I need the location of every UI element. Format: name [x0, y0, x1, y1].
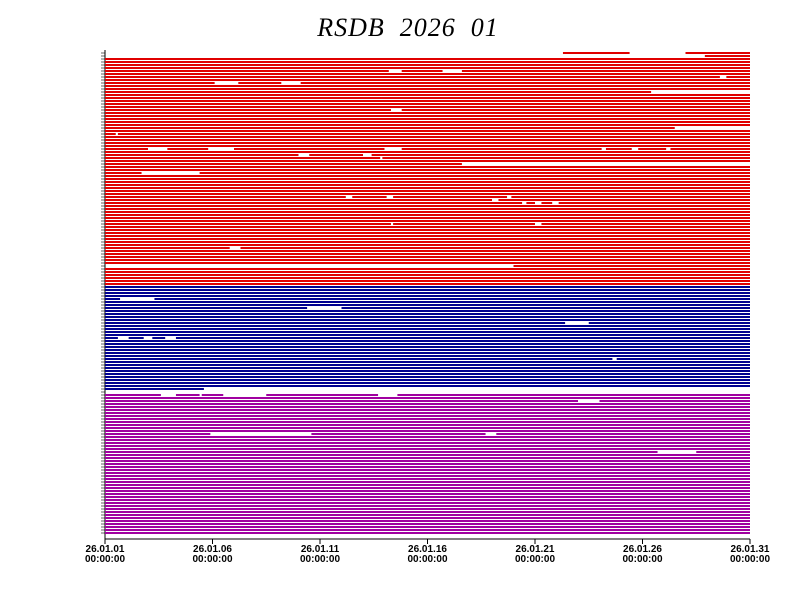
x-tick-label: 26.01.21 00:00:00	[515, 544, 555, 565]
x-tick-label: 26.01.16 00:00:00	[407, 544, 447, 565]
x-tick-label: 26.01.31 00:00:00	[730, 544, 770, 565]
x-tick-label: 26.01.01 00:00:00	[85, 544, 125, 565]
x-tick-label: 26.01.11 00:00:00	[300, 544, 340, 565]
chart-title: RSDB 2026 01	[316, 13, 499, 42]
x-tick-label: 26.01.26 00:00:00	[622, 544, 662, 565]
x-tick-label: 26.01.06 00:00:00	[192, 544, 232, 565]
